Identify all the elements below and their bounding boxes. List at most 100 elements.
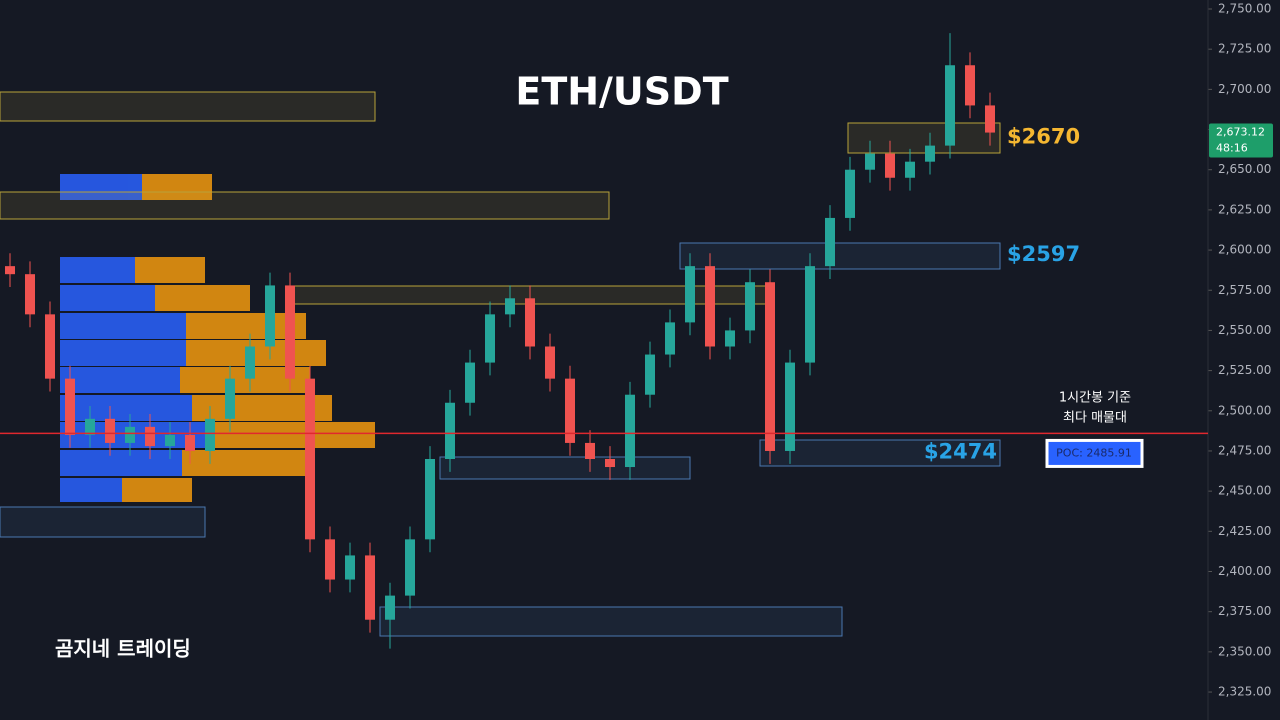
poc-note: 최다 매물대 — [1063, 411, 1127, 426]
candle-body — [905, 161, 915, 178]
candle-body — [205, 418, 215, 451]
candle-body — [585, 442, 595, 459]
profile-bar — [60, 313, 186, 339]
profile-bar — [215, 422, 375, 448]
poc-note: 1시간봉 기준 — [1059, 391, 1131, 406]
candle-body — [985, 105, 995, 133]
candle-body — [385, 595, 395, 620]
y-tick-label: 2,325.00 — [1218, 685, 1271, 699]
y-tick-label: 2,400.00 — [1218, 564, 1271, 578]
watermark: 곰지네 트레이딩 — [55, 637, 191, 661]
y-tick-label: 2,375.00 — [1218, 604, 1271, 618]
zone — [847, 122, 1001, 154]
candle-body — [5, 266, 15, 275]
candle-body — [85, 418, 95, 435]
profile-bar — [135, 257, 205, 283]
candle-body — [25, 274, 35, 315]
y-tick-label: 2,600.00 — [1218, 243, 1271, 257]
profile-bar — [60, 285, 155, 311]
candle-body — [565, 378, 575, 443]
y-tick-label: 2,525.00 — [1218, 363, 1271, 377]
candle-body — [425, 459, 435, 540]
candle-body — [245, 346, 255, 379]
y-tick-label: 2,500.00 — [1218, 403, 1271, 417]
profile-bar — [60, 478, 122, 502]
profile-bar — [182, 450, 307, 476]
candle-body — [865, 153, 875, 170]
candle-body — [645, 354, 655, 395]
last-price-label: 2,673.12 — [1216, 126, 1265, 139]
profile-bar — [60, 174, 142, 200]
y-tick-label: 2,750.00 — [1218, 2, 1271, 16]
candle-body — [305, 378, 315, 540]
level-label: $2474 — [924, 440, 997, 464]
zone — [0, 191, 610, 220]
y-tick-label: 2,650.00 — [1218, 162, 1271, 176]
profile-bar — [60, 257, 135, 283]
y-tick-label: 2,450.00 — [1218, 484, 1271, 498]
zones — [0, 91, 1001, 637]
candle-body — [185, 434, 195, 451]
level-label: $2597 — [1007, 242, 1080, 266]
candle-body — [785, 362, 795, 451]
profile-bar — [60, 367, 180, 393]
candle-body — [465, 362, 475, 403]
profile-bar — [60, 395, 192, 421]
zone — [379, 606, 843, 637]
candle-body — [765, 282, 775, 451]
candle-body — [145, 426, 155, 447]
candle-body — [825, 217, 835, 267]
candle-body — [165, 434, 175, 447]
candle-body — [485, 314, 495, 363]
candle-body — [105, 418, 115, 443]
candle-body — [745, 282, 755, 331]
y-tick-label: 2,700.00 — [1218, 82, 1271, 96]
volume-profile — [60, 174, 375, 502]
y-tick-label: 2,725.00 — [1218, 42, 1271, 56]
candle-body — [665, 322, 675, 355]
y-tick-label: 2,475.00 — [1218, 443, 1271, 457]
level-label: $2670 — [1007, 125, 1080, 149]
candle-body — [845, 169, 855, 218]
candle-body — [405, 539, 415, 596]
candle-body — [965, 65, 975, 106]
zone — [759, 439, 1001, 467]
candle-body — [365, 555, 375, 620]
y-tick-label: 2,575.00 — [1218, 283, 1271, 297]
candle-body — [625, 394, 635, 468]
candle-body — [525, 298, 535, 347]
candle-body — [685, 266, 695, 323]
last-price-tag — [1209, 123, 1273, 158]
candle-body — [925, 145, 935, 162]
candle-body — [705, 266, 715, 347]
zone — [439, 456, 691, 480]
poc-label: POC: 2485.91 — [1056, 446, 1132, 459]
candle-body — [265, 285, 275, 347]
y-tick-label: 2,550.00 — [1218, 323, 1271, 337]
profile-bar — [155, 285, 250, 311]
y-tick-label: 2,350.00 — [1218, 644, 1271, 658]
candle-body — [805, 266, 815, 363]
candle-body — [885, 153, 895, 178]
y-tick-label: 2,425.00 — [1218, 524, 1271, 538]
candle-body — [345, 555, 355, 580]
candle-body — [225, 378, 235, 419]
candle-body — [505, 298, 515, 315]
candle-body — [545, 346, 555, 379]
profile-bar — [60, 340, 186, 366]
candle-body — [125, 426, 135, 443]
candle-body — [285, 285, 295, 379]
candle-body — [45, 314, 55, 379]
candle-body — [65, 378, 75, 435]
candle-body — [445, 402, 455, 459]
candle-body — [945, 65, 955, 146]
profile-bar — [122, 478, 192, 502]
countdown: 48:16 — [1216, 142, 1248, 155]
profile-bar — [60, 450, 182, 476]
candle-body — [725, 330, 735, 347]
poc-box — [1045, 438, 1144, 468]
profile-bar — [142, 174, 212, 200]
candle-body — [605, 459, 615, 468]
profile-bar — [186, 340, 326, 366]
